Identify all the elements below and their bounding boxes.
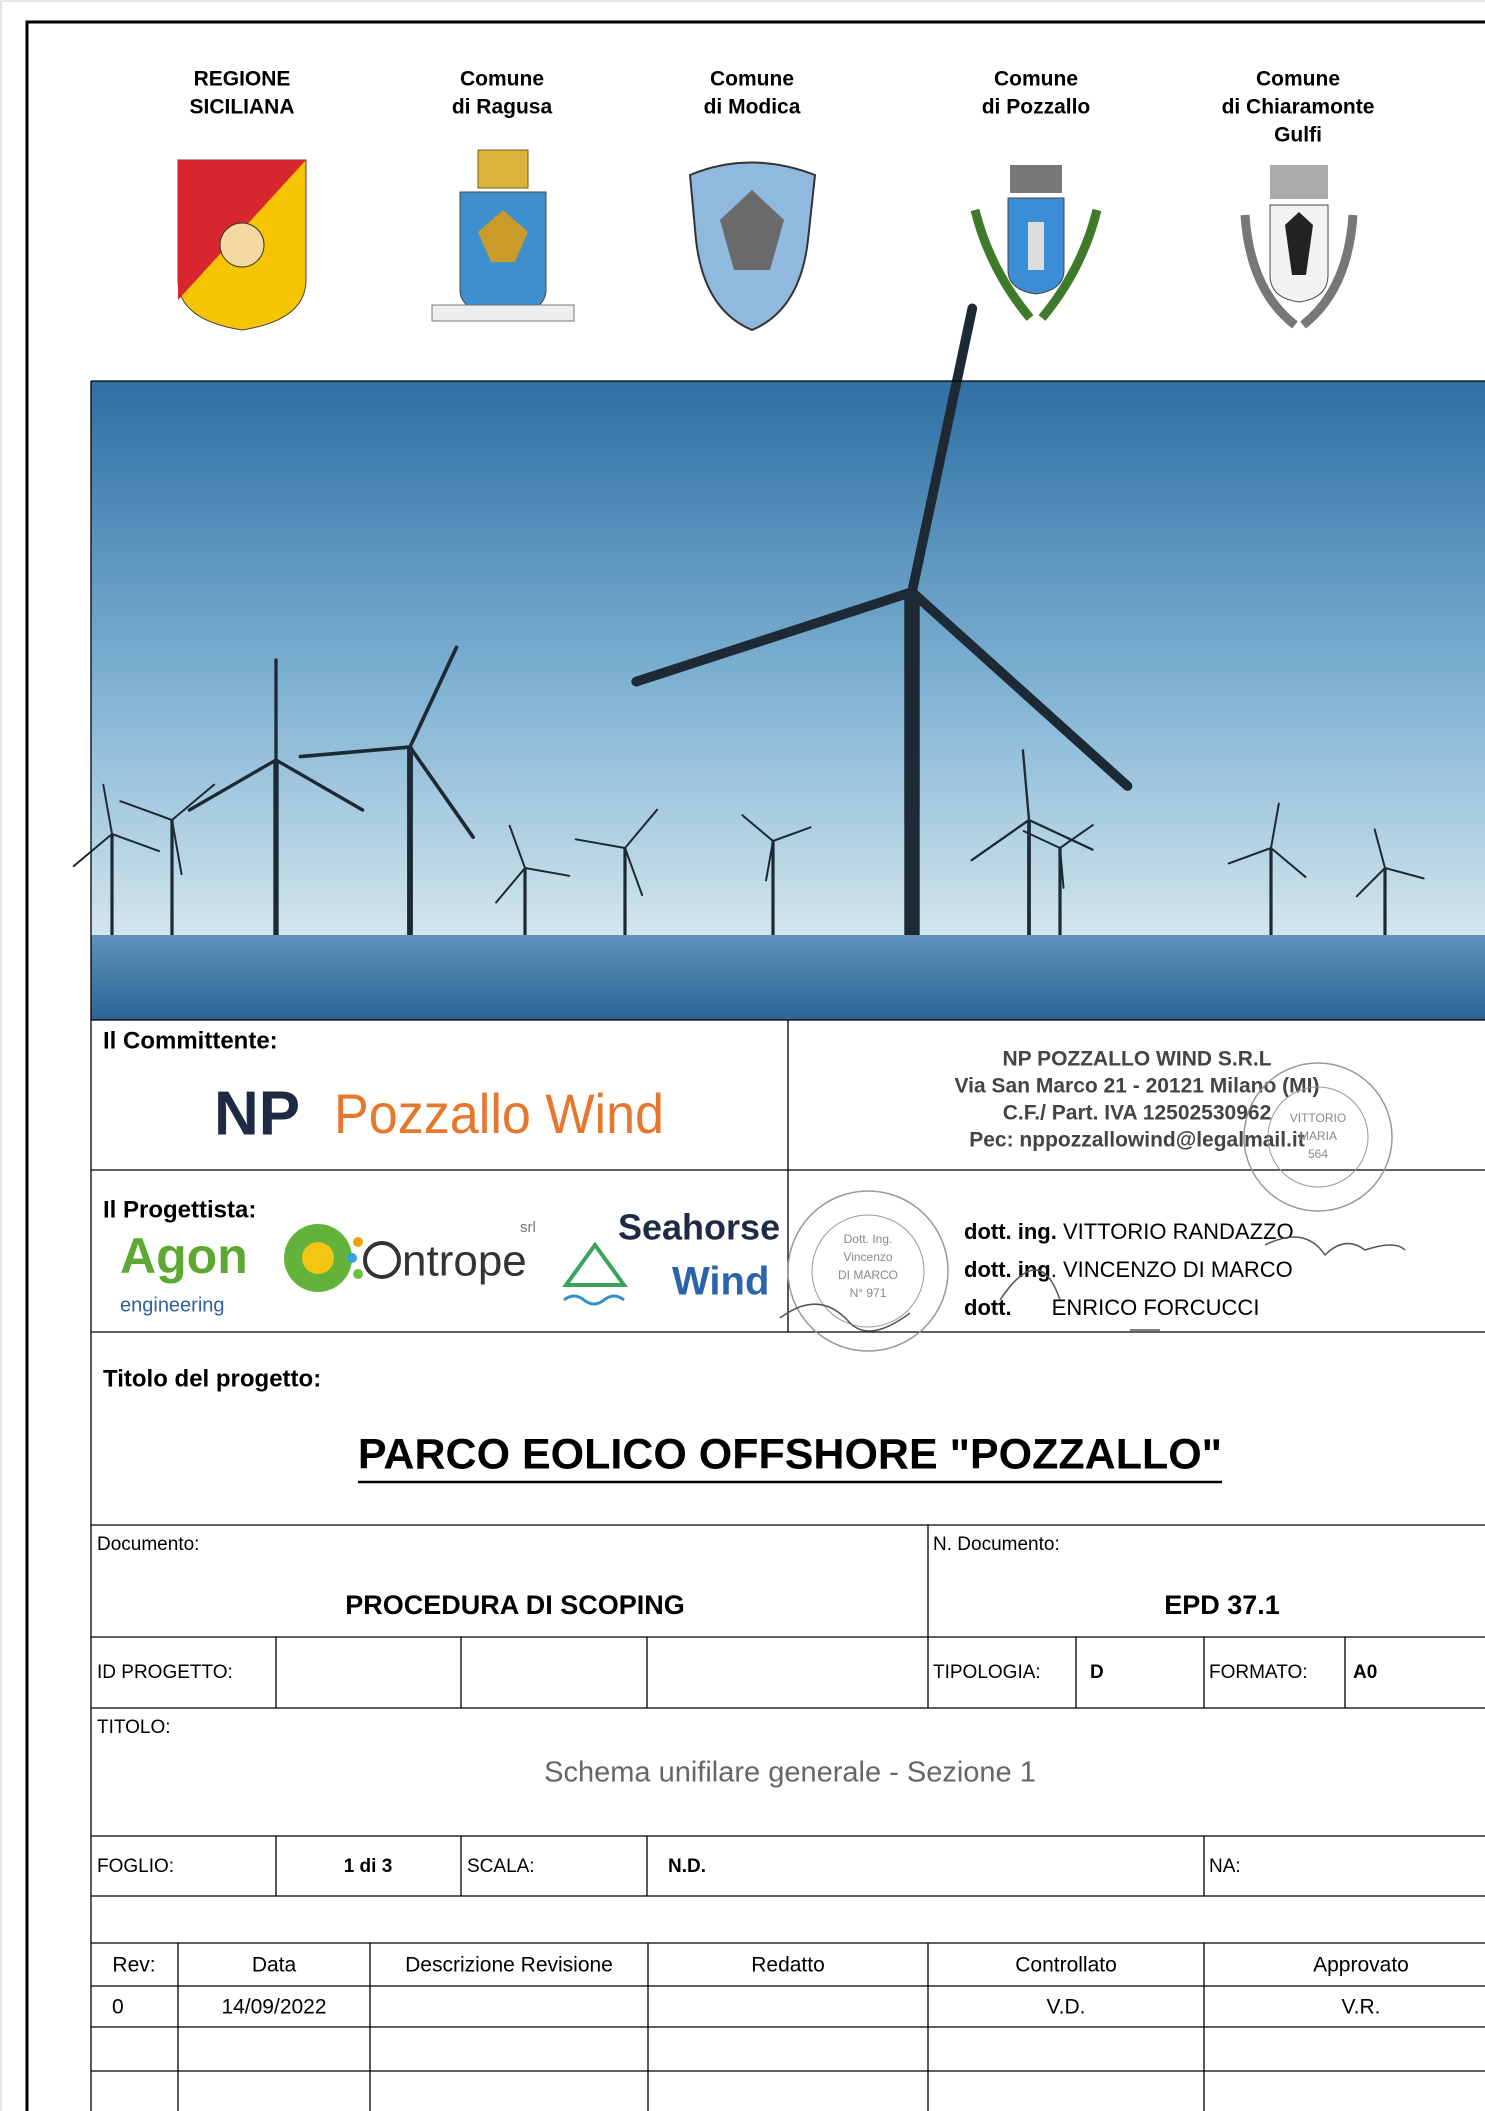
cell-label: TITOLO: <box>97 1717 171 1738</box>
emblem-tower <box>1028 222 1044 270</box>
logo-e <box>365 1243 399 1277</box>
authority-label: di Pozzallo <box>982 96 1091 119</box>
column-header: Redatto <box>751 1954 825 1977</box>
logo-flower <box>284 1224 352 1292</box>
emblem-ribbon <box>432 305 574 321</box>
authority-label: di Ragusa <box>452 96 553 119</box>
authority-label: Comune <box>710 68 794 91</box>
revision-cell: 0 <box>112 1996 124 2019</box>
page: Procedura di Scoping {"header": {"author… <box>0 0 1485 2111</box>
company-line: C.F./ Part. IVA 12502530962 <box>1003 1102 1272 1125</box>
authority-label: REGIONE <box>194 68 291 91</box>
logo-dot <box>353 1269 363 1279</box>
stamp-text: VITTORIO <box>1290 1111 1346 1125</box>
cell-value: D <box>1090 1662 1104 1683</box>
company-line: Pec: nppozzallowind@legalmail.it <box>969 1129 1305 1152</box>
emblem-crown <box>1270 165 1328 199</box>
column-header: Data <box>252 1954 297 1977</box>
stamp-text: MARIA <box>1299 1129 1337 1143</box>
logo-agon: Agon <box>120 1228 248 1284</box>
column-header: Approvato <box>1313 1954 1409 1977</box>
stamp-text: Dott. Ing. <box>844 1232 893 1246</box>
engineer: dott. ing. VITTORIO RANDAZZO <box>964 1219 1294 1244</box>
authority-label: Comune <box>1256 68 1340 91</box>
logo-seahorse-icon <box>566 1245 624 1285</box>
stamp-left: Dott. Ing. Vincenzo DI MARCO N° 971 <box>788 1191 948 1351</box>
cell-value: N.D. <box>668 1856 706 1877</box>
engineer: dott. ing. VINCENZO DI MARCO <box>964 1257 1293 1282</box>
flower-center <box>302 1242 334 1274</box>
logo-np: NP <box>214 1079 300 1148</box>
engineer: dott. ENRICO FORCUCCI <box>964 1295 1259 1320</box>
cell-label: FORMATO: <box>1209 1662 1308 1683</box>
column-header: Descrizione Revisione <box>405 1954 613 1977</box>
revision-cell: 14/09/2022 <box>221 1996 326 2019</box>
photo-offshore-wind <box>74 308 1485 1020</box>
stamp-text: N° 971 <box>850 1286 887 1300</box>
cell-label: ID PROGETTO: <box>97 1662 233 1683</box>
cell-label: FOGLIO: <box>97 1856 174 1877</box>
section-label: Il Committente: <box>103 1027 278 1054</box>
emblems <box>178 150 1353 330</box>
authority-label: Comune <box>994 68 1078 91</box>
logo-waves <box>564 1296 624 1304</box>
authority-label: SICILIANA <box>190 96 295 119</box>
section-label: Titolo del progetto: <box>103 1365 321 1392</box>
revision-cell: V.R. <box>1342 1996 1381 2019</box>
cell-label: N. Documento: <box>933 1534 1060 1555</box>
authorities: REGIONE SICILIANA Comune di Ragusa Comun… <box>190 68 1375 147</box>
stamp-text: 564 <box>1308 1147 1328 1161</box>
cell-value: EPD 37.1 <box>1164 1590 1280 1620</box>
emblem-crown <box>478 150 528 188</box>
engineer-title: dott. ing <box>964 1257 1051 1282</box>
stamp-text: DI MARCO <box>838 1268 898 1282</box>
logo-dot <box>353 1237 363 1247</box>
section-label: Il Progettista: <box>103 1196 256 1223</box>
engineer-name: . VINCENZO DI MARCO <box>1051 1257 1293 1282</box>
engineer-name: ENRICO FORCUCCI <box>1052 1295 1260 1320</box>
engineer-title: dott. <box>964 1295 1012 1320</box>
authority-label: Gulfi <box>1274 124 1322 147</box>
company-line: NP POZZALLO WIND S.R.L <box>1002 1048 1271 1071</box>
logo-seahorse: Seahorse <box>618 1207 780 1248</box>
logo-entrope: ntrope <box>402 1237 527 1286</box>
authority-label: Comune <box>460 68 544 91</box>
sea <box>91 935 1485 1020</box>
authority-label: di Chiaramonte <box>1222 96 1375 119</box>
cell-label: NA: <box>1209 1856 1241 1877</box>
body: REGIONE SICILIANA Comune di Ragusa Comun… <box>0 0 1485 2111</box>
logo-name: Pozzallo Wind <box>334 1082 664 1145</box>
logo-wind: Wind <box>672 1260 769 1304</box>
stamp-text: Vincenzo <box>843 1250 892 1264</box>
cell-label: TIPOLOGIA: <box>933 1662 1041 1683</box>
cell-value: PROCEDURA DI SCOPING <box>345 1590 685 1620</box>
logo-entrope-sub: srl <box>520 1219 536 1236</box>
cell-label: SCALA: <box>467 1856 535 1877</box>
revision-cell: V.D. <box>1047 1996 1086 2019</box>
cell-value: Schema unifilare generale - Sezione 1 <box>544 1757 1036 1789</box>
logo-agon-sub: engineering <box>120 1294 225 1316</box>
emblem-head <box>220 223 264 267</box>
cell-value: 1 di 3 <box>344 1856 393 1877</box>
project-title: PARCO EOLICO OFFSHORE "POZZALLO" <box>358 1430 1222 1478</box>
document: REGIONE SICILIANA Comune di Ragusa Comun… <box>0 0 1485 2111</box>
cell-value: A0 <box>1353 1662 1377 1683</box>
column-header: Rev: <box>112 1954 155 1977</box>
engineer-title: dott. ing. <box>964 1219 1057 1244</box>
logo-dot <box>347 1253 357 1263</box>
engineer-name: VITTORIO RANDAZZO <box>1063 1219 1294 1244</box>
column-header: Controllato <box>1015 1954 1117 1977</box>
emblem-crown <box>1010 165 1062 193</box>
authority-label: di Modica <box>704 96 801 119</box>
cell-label: Documento: <box>97 1534 199 1555</box>
